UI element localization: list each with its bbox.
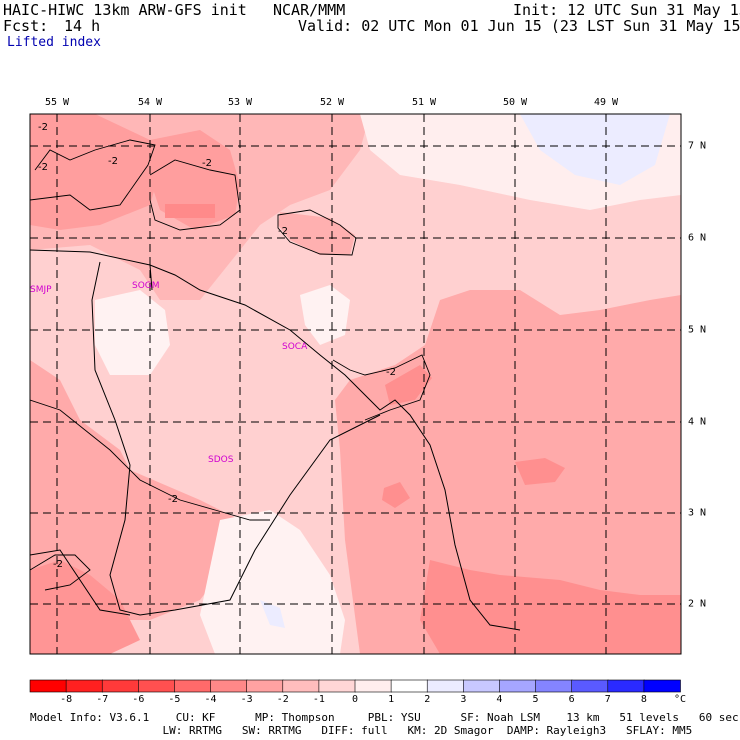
colorbar-swatch	[463, 679, 501, 693]
contour-label: -2	[168, 494, 178, 505]
contour-label: -2	[38, 122, 48, 133]
colorbar-tick-label: -7	[96, 694, 109, 705]
lat-label-4n: 4 N	[688, 416, 707, 428]
station-smjp: SMJP	[30, 285, 52, 295]
lat-label-5n: 5 N	[688, 324, 707, 336]
colorbar	[29, 679, 681, 693]
model-info-line-2: LW: RRTMG SW: RRTMG DIFF: full KM: 2D Sm…	[30, 724, 693, 737]
colorbar-swatch	[390, 679, 429, 693]
lon-label-49w: 49 W	[593, 97, 619, 108]
colorbar-tick-label: -2	[276, 694, 289, 705]
colorbar-tick-label: 0	[351, 694, 359, 705]
colorbar-unit: °C	[673, 694, 687, 705]
colorbar-swatch	[210, 679, 248, 693]
graticule	[30, 114, 681, 654]
colorbar-tick-label: -8	[60, 694, 73, 705]
colorbar-swatch	[65, 679, 104, 693]
forecast-label: Fcst:	[3, 17, 49, 35]
forecast-hour: 14 h	[64, 17, 101, 35]
lon-label-54w: 54 W	[137, 97, 163, 108]
colorbar-swatch	[499, 679, 537, 693]
init-time: Init: 12 UTC Sun 31 May 15	[513, 1, 740, 19]
field-patch-east	[515, 458, 565, 485]
colorbar-tick-label: -3	[240, 694, 253, 705]
colorbar-swatch	[138, 679, 176, 693]
colorbar-tick-label: -1	[312, 694, 325, 705]
station-sdos: SDOS	[208, 455, 234, 465]
colorbar-tick-label: 2	[424, 694, 431, 705]
contour-label: -2	[53, 559, 63, 570]
field-zone-northeast-blue	[520, 114, 670, 185]
model-title: HAIC-HIWC 13km ARW-GFS init	[3, 1, 247, 19]
field-name: Lifted index	[7, 35, 101, 50]
lat-label-7n: 7 N	[688, 140, 707, 152]
colorbar-swatch	[643, 679, 681, 693]
colorbar-swatch	[571, 679, 609, 693]
colorbar-tick-label: -5	[168, 694, 181, 705]
lat-label-6n: 6 N	[688, 232, 707, 244]
field-patch-east-2	[382, 482, 410, 508]
lon-label-52w: 52 W	[319, 97, 345, 108]
colorbar-swatch	[535, 679, 573, 693]
lon-label-53w: 53 W	[227, 97, 253, 108]
contour-label: -2	[38, 162, 48, 173]
lon-label-55w: 55 W	[44, 97, 70, 108]
contour-label: -2	[108, 156, 118, 167]
field-patch-central-light	[95, 290, 170, 375]
field-patch-south-blue	[260, 600, 285, 628]
model-info-line-1: Model Info: V3.6.1 CU: KF MP: Thompson P…	[30, 711, 739, 724]
colorbar-tick-label: 1	[388, 694, 395, 705]
field-zone-southwest	[30, 360, 240, 620]
colorbar-swatch	[318, 679, 356, 693]
colorbar-swatch	[101, 679, 140, 693]
field-patch-east-3	[385, 365, 432, 405]
coastline-and-borders	[30, 249, 521, 631]
colorbar-tick-label: -6	[132, 694, 145, 705]
field-patch-south-light	[200, 510, 345, 654]
colorbar-tick-label: 4	[496, 694, 503, 705]
field-patch-north	[165, 204, 215, 218]
contour-label: -2	[202, 158, 212, 169]
lat-label-2n: 2 N	[688, 598, 707, 610]
colorbar-swatch	[29, 679, 67, 693]
colorbar-tick-label: 8	[640, 694, 647, 705]
colorbar-swatch	[607, 679, 645, 693]
colorbar-swatch	[246, 679, 284, 693]
field-patch-southeast	[420, 560, 681, 654]
colorbar-tick-label: 6	[568, 694, 575, 705]
colorbar-tick-label: 3	[460, 694, 467, 705]
field-zone-northwest-core	[30, 114, 160, 230]
lat-label-3n: 3 N	[688, 507, 707, 519]
contour-label: -2	[278, 226, 288, 237]
colorbar-tick-label: 7	[604, 694, 611, 705]
colorbar-swatch	[354, 679, 392, 693]
org-label: NCAR/MMM	[273, 1, 346, 19]
lon-label-50w: 50 W	[502, 97, 528, 108]
lon-label-51w: 51 W	[411, 97, 437, 108]
field-patch-central-light-2	[300, 285, 350, 345]
colorbar-swatch	[426, 679, 465, 693]
colorbar-swatch	[174, 679, 212, 693]
contour-label: -2	[386, 367, 396, 378]
valid-time: Valid: 02 UTC Mon 01 Jun 15 (23 LST Sun …	[298, 17, 740, 35]
contour-lines	[30, 139, 431, 591]
colorbar-tick-label: 5	[532, 694, 539, 705]
station-soca: SOCA	[282, 342, 308, 352]
colorbar-tick-label: -4	[204, 694, 217, 705]
colorbar-swatch	[282, 679, 320, 693]
map-frame	[29, 113, 682, 655]
station-sogm: SOGM	[132, 281, 160, 291]
